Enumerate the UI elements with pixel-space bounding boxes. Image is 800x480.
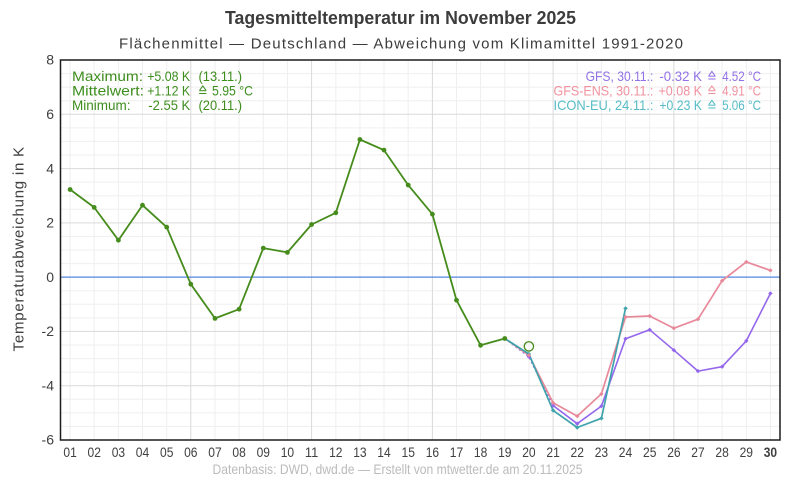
svg-text:4.91 °C: 4.91 °C (722, 83, 761, 99)
svg-text:08: 08 (232, 444, 246, 460)
svg-text:5.95 °C: 5.95 °C (212, 83, 253, 99)
svg-text:+5.08 K: +5.08 K (147, 68, 191, 84)
svg-text:+1.12 K: +1.12 K (147, 83, 191, 99)
svg-text:Datenbasis: DWD, dwd.de — Erst: Datenbasis: DWD, dwd.de — Erstellt von m… (213, 461, 583, 477)
svg-text:20: 20 (522, 444, 536, 460)
svg-text:09: 09 (257, 444, 271, 460)
svg-text:06: 06 (184, 444, 198, 460)
svg-text:04: 04 (136, 444, 150, 460)
svg-text:GFS-ENS, 30.11.:: GFS-ENS, 30.11.: (554, 83, 654, 99)
svg-text:ICON-EU, 24.11.:: ICON-EU, 24.11.: (554, 97, 654, 113)
svg-text:27: 27 (691, 444, 705, 460)
svg-text:19: 19 (498, 444, 512, 460)
svg-text:11: 11 (305, 444, 319, 460)
svg-text:Mittelwert:: Mittelwert: (72, 83, 144, 99)
svg-text:14: 14 (377, 444, 391, 460)
svg-text:29: 29 (740, 444, 754, 460)
svg-text:Maximum:: Maximum: (72, 68, 143, 84)
svg-text:2: 2 (46, 215, 54, 231)
svg-text:Temperaturabweichung in K: Temperaturabweichung in K (11, 147, 28, 352)
svg-text:-2: -2 (42, 323, 55, 339)
svg-text:17: 17 (450, 444, 464, 460)
svg-text:03: 03 (112, 444, 126, 460)
svg-text:21: 21 (546, 444, 560, 460)
svg-text:12: 12 (329, 444, 343, 460)
svg-text:05: 05 (160, 444, 174, 460)
svg-text:0: 0 (46, 269, 54, 285)
svg-text:10: 10 (281, 444, 295, 460)
svg-text:5.06 °C: 5.06 °C (722, 97, 761, 113)
svg-text:-0.32 K: -0.32 K (659, 68, 702, 84)
svg-text:4: 4 (46, 160, 54, 176)
svg-text:6: 6 (46, 106, 54, 122)
svg-text:25: 25 (643, 444, 657, 460)
svg-text:-6: -6 (42, 432, 55, 448)
svg-text:30: 30 (764, 444, 778, 460)
svg-text:07: 07 (208, 444, 222, 460)
svg-text:(13.11.): (13.11.) (199, 68, 243, 84)
svg-text:Minimum:: Minimum: (72, 97, 131, 113)
svg-text:28: 28 (715, 444, 729, 460)
svg-text:22: 22 (571, 444, 585, 460)
svg-text:4.52 °C: 4.52 °C (722, 68, 761, 84)
svg-text:+0.23 K: +0.23 K (659, 97, 702, 113)
svg-text:GFS, 30.11.:: GFS, 30.11.: (586, 68, 654, 84)
svg-text:+0.08 K: +0.08 K (659, 83, 703, 99)
svg-text:-4: -4 (42, 377, 55, 393)
svg-text:02: 02 (88, 444, 102, 460)
svg-text:Tagesmitteltemperatur im Novem: Tagesmitteltemperatur im November 2025 (225, 8, 576, 28)
svg-text:-2.55 K: -2.55 K (148, 97, 191, 113)
svg-text:8: 8 (46, 52, 54, 68)
svg-text:24: 24 (619, 444, 633, 460)
svg-text:16: 16 (426, 444, 440, 460)
svg-text:(20.11.): (20.11.) (199, 97, 243, 113)
svg-text:13: 13 (353, 444, 367, 460)
svg-text:23: 23 (595, 444, 609, 460)
svg-text:18: 18 (474, 444, 488, 460)
svg-text:01: 01 (63, 444, 77, 460)
svg-text:Flächenmittel — Deutschland —: Flächenmittel — Deutschland — Abweichung… (119, 36, 683, 53)
svg-text:26: 26 (667, 444, 681, 460)
svg-text:15: 15 (402, 444, 416, 460)
